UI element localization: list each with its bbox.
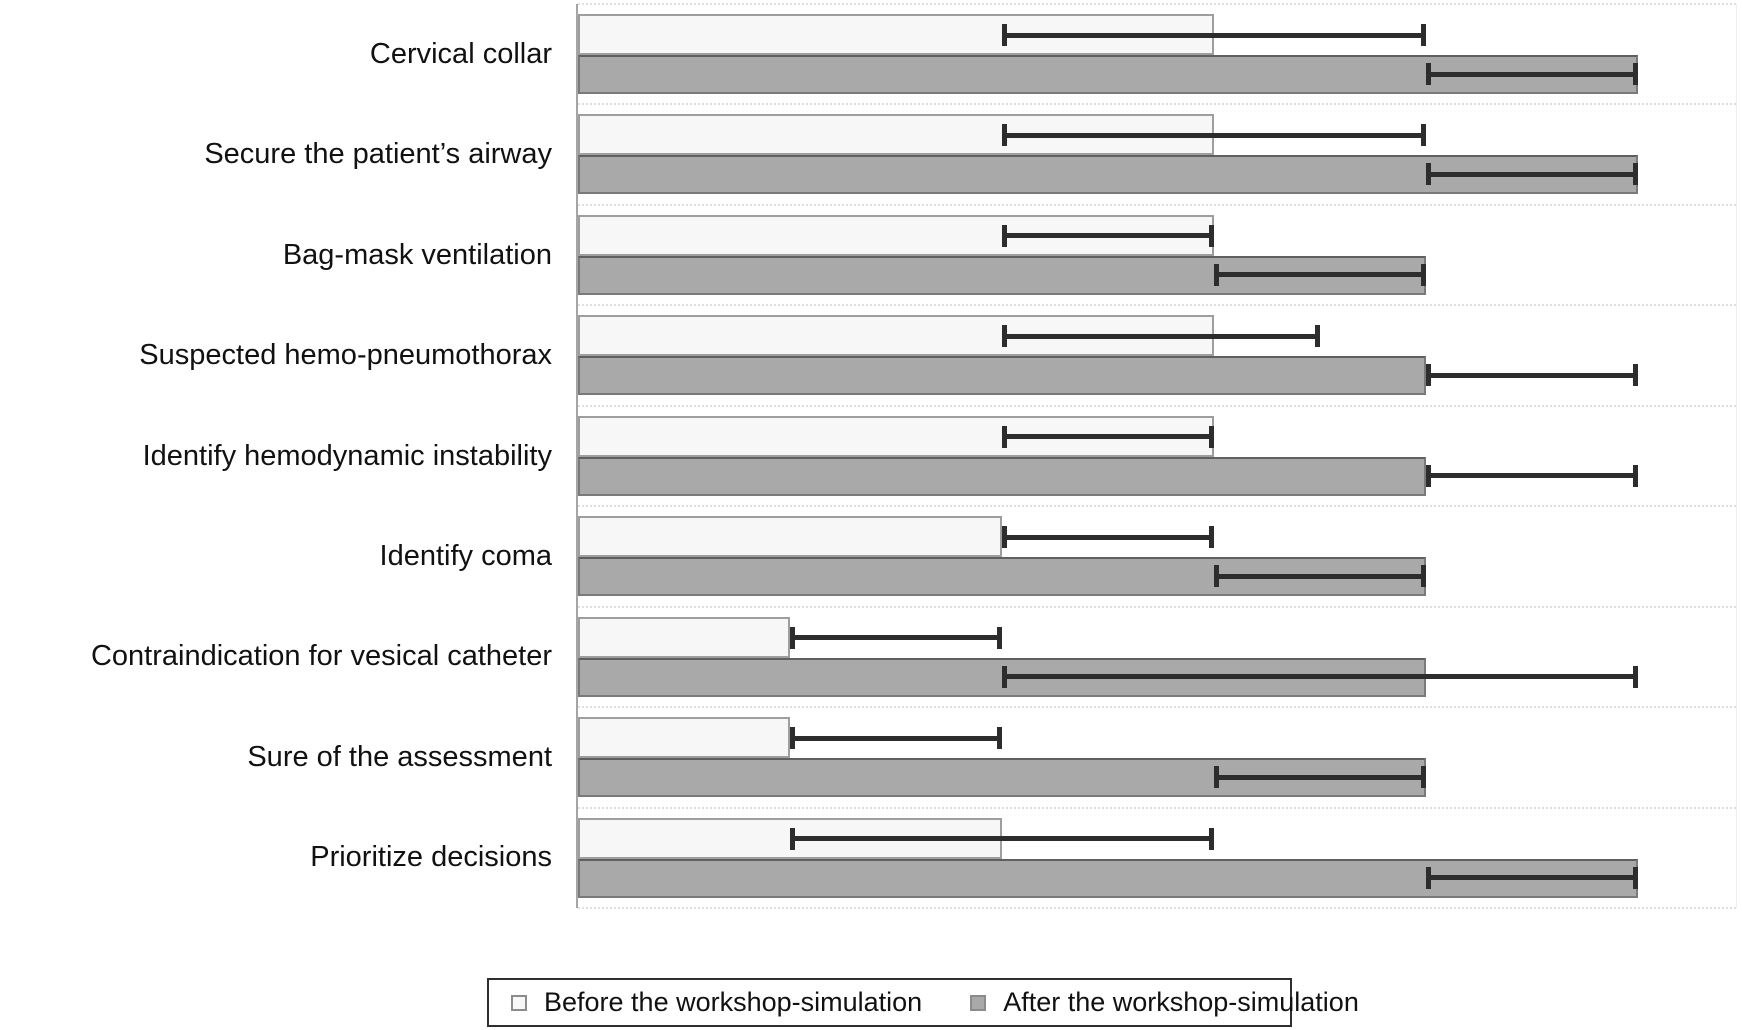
- gridline: [578, 605, 1736, 608]
- errorbar-before: [1002, 124, 1426, 147]
- errorbar-before: [1002, 526, 1214, 549]
- errorbar-before: [1002, 224, 1214, 247]
- errorbar-before: [790, 626, 1002, 649]
- errorbar-after: [1426, 163, 1638, 186]
- category-label: Cervical collar: [369, 37, 552, 70]
- category-label: Secure the patient’s airway: [204, 138, 552, 171]
- bar-before: [578, 616, 790, 658]
- bar-group-row: [578, 305, 1736, 405]
- errorbar-before: [1002, 325, 1320, 348]
- bar-before: [578, 516, 1002, 558]
- category-label: Identify hemodynamic instability: [142, 439, 552, 472]
- errorbar-after: [1214, 766, 1426, 789]
- legend-before-label: Before the workshop-simulation: [544, 987, 923, 1017]
- category-label: Prioritize decisions: [310, 841, 552, 874]
- category-label: Bag-mask ventilation: [282, 238, 552, 271]
- gridline: [578, 505, 1736, 508]
- gridline: [578, 706, 1736, 709]
- legend-after-label: After the workshop-simulation: [1003, 987, 1359, 1017]
- legend-swatch-after: [970, 994, 987, 1011]
- errorbar-before: [790, 827, 1214, 850]
- gridline: [578, 203, 1736, 206]
- bar-after: [578, 557, 1426, 597]
- gridline: [578, 103, 1736, 106]
- bar-group-row: [578, 607, 1736, 707]
- legend-item-before: Before the workshop-simulation: [511, 987, 922, 1018]
- bar-before: [578, 315, 1214, 357]
- bar-after: [578, 456, 1426, 496]
- bar-group-row: [578, 808, 1736, 908]
- errorbar-after: [1426, 464, 1638, 487]
- bar-group-row: [578, 707, 1736, 807]
- category-labels: Cervical collar Secure the patient’s airw…: [0, 4, 576, 908]
- errorbar-after: [1002, 665, 1638, 688]
- category-label: Suspected hemo-pneumothorax: [139, 339, 552, 372]
- gridline: [578, 304, 1736, 307]
- bar-group-row: [578, 406, 1736, 506]
- legend-item-after: After the workshop-simulation: [970, 987, 1359, 1018]
- gridline: [578, 806, 1736, 809]
- errorbar-before: [790, 727, 1002, 750]
- gridline: [578, 404, 1736, 407]
- bar-group-row: [578, 4, 1736, 104]
- errorbar-after: [1426, 866, 1638, 889]
- gridline: [578, 907, 1736, 910]
- bar-before: [578, 717, 790, 759]
- category-label: Contraindication for vesical catheter: [90, 640, 552, 673]
- errorbar-after: [1426, 364, 1638, 387]
- errorbar-before: [1002, 24, 1426, 46]
- plot-area: [576, 3, 1737, 910]
- category-label: Identify coma: [379, 539, 552, 572]
- legend-swatch-before: [511, 994, 527, 1011]
- category-label: Sure of the assessment: [247, 740, 552, 773]
- legend: Before the workshop-simulation After the…: [487, 978, 1359, 1027]
- bar-group-row: [578, 205, 1736, 305]
- errorbar-after: [1426, 63, 1638, 85]
- bar-after: [578, 356, 1426, 396]
- errorbar-before: [1002, 425, 1214, 448]
- bar-group-row: [578, 104, 1736, 204]
- bar-group-row: [578, 506, 1736, 606]
- errorbar-after: [1214, 565, 1426, 588]
- gridline: [578, 3, 1736, 5]
- errorbar-after: [1214, 263, 1426, 286]
